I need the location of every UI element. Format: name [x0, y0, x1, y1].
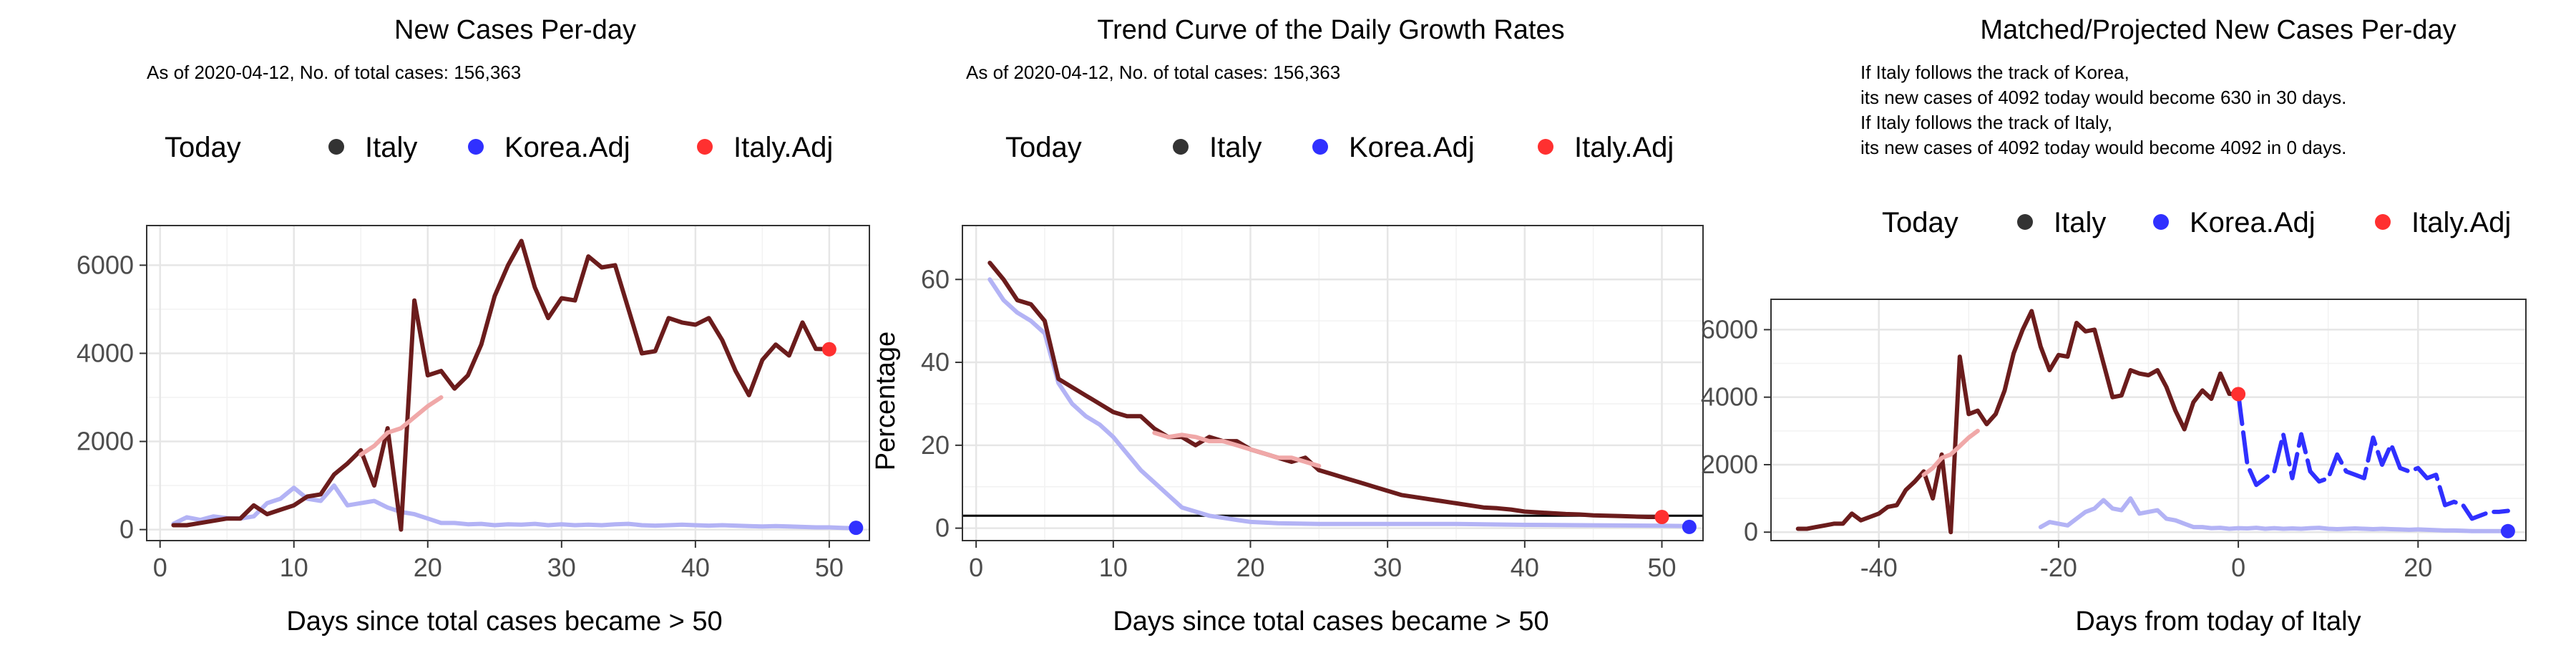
x-tick-label: 20: [2404, 553, 2432, 582]
legend-key: [1173, 139, 1189, 155]
y-tick-label: 0: [935, 513, 950, 543]
legend-label: Korea.Adj: [1349, 132, 1475, 163]
x-tick-label: 10: [280, 553, 308, 582]
x-tick-label: 0: [2231, 553, 2245, 582]
legend: Today Italy Korea.Adj Italy.Adj: [1882, 207, 2511, 238]
legend-label: Italy: [365, 132, 417, 163]
y-tick-label: 4000: [77, 338, 134, 367]
legend-key: [328, 139, 344, 155]
legend-key: [1312, 139, 1328, 155]
x-tick-label: 30: [1373, 553, 1402, 582]
annotation-line: If Italy follows the track of Korea,: [1860, 62, 2129, 83]
x-tick-label: 0: [153, 553, 167, 582]
y-tick-label: 2000: [77, 427, 134, 456]
legend-key: [2153, 214, 2169, 230]
y-tick-label: 6000: [1701, 314, 1758, 344]
series-line-korea-adj-projected: [2236, 392, 2510, 521]
today-point-italy-adj: [821, 342, 836, 357]
panel-border: [146, 225, 870, 541]
legend-label: Italy.Adj: [2411, 207, 2511, 238]
x-tick-label: -40: [1860, 553, 1898, 582]
x-tick-label: 30: [547, 553, 576, 582]
y-tick-label: 20: [921, 430, 950, 460]
panel-growth-rates: Trend Curve of the Daily Growth Rates As…: [871, 15, 1704, 637]
x-tick-label: 50: [815, 553, 844, 582]
series-line-italy-adj: [1152, 430, 1322, 468]
x-tick-label: 20: [414, 553, 442, 582]
y-tick-label: 40: [921, 347, 950, 377]
today-point-korea-adj: [2500, 523, 2515, 538]
panel-title: New Cases Per-day: [394, 15, 636, 45]
y-tick-label: 6000: [77, 250, 134, 279]
today-point-italy-adj: [2231, 387, 2246, 402]
legend-key: [2017, 214, 2033, 230]
legend-key: [1538, 139, 1553, 155]
plot-area: -40 -20 0 20 0 2000 4000 6000: [1701, 299, 2527, 582]
x-axis-label: Days since total cases became > 50: [1113, 606, 1548, 637]
series-line-italy-adj: [358, 395, 444, 457]
x-tick-label: 40: [1511, 553, 1539, 582]
legend-title: Today: [1882, 207, 1958, 238]
legend-label: Italy.Adj: [733, 132, 833, 163]
panel-title: Matched/Projected New Cases Per-day: [1980, 15, 2456, 45]
legend-key: [697, 139, 713, 155]
y-tick-label: 0: [119, 515, 134, 544]
panel-new-cases: New Cases Per-day As of 2020-04-12, No. …: [77, 15, 870, 637]
series-line-italy: [171, 238, 831, 532]
x-tick-label: 10: [1099, 553, 1128, 582]
x-tick-label: 0: [969, 553, 983, 582]
x-axis-label: Days from today of Italy: [2075, 606, 2361, 637]
x-tick-label: -20: [2040, 553, 2077, 582]
series-line-italy: [1795, 309, 2241, 535]
annotation-line: its new cases of 4092 today would become…: [1860, 137, 2346, 158]
y-tick-label: 2000: [1701, 450, 1758, 479]
y-tick-label: 4000: [1701, 382, 1758, 412]
x-tick-label: 40: [681, 553, 710, 582]
panel-title: Trend Curve of the Daily Growth Rates: [1097, 15, 1564, 45]
y-tick-label: 60: [921, 264, 950, 294]
legend-label: Korea.Adj: [2190, 207, 2316, 238]
panel-subtitle: As of 2020-04-12, No. of total cases: 15…: [147, 62, 521, 83]
legend: Today Italy Korea.Adj Italy.Adj: [165, 132, 833, 163]
legend-title: Today: [165, 132, 241, 163]
legend-label: Italy: [2054, 207, 2106, 238]
y-tick-label: 0: [1744, 517, 1758, 546]
series-line-italy-adj: [1921, 428, 1980, 478]
panel-subtitle: As of 2020-04-12, No. of total cases: 15…: [966, 62, 1340, 83]
series-line-italy: [987, 261, 1664, 519]
legend-key: [468, 139, 484, 155]
legend-label: Italy: [1209, 132, 1262, 163]
panel-matched-projected: Matched/Projected New Cases Per-day If I…: [1701, 15, 2527, 637]
today-point-korea-adj: [849, 521, 864, 536]
panel-border: [1770, 299, 2527, 541]
legend-key: [2375, 214, 2391, 230]
annotation-line: its new cases of 4092 today would become…: [1860, 87, 2346, 108]
annotation-line: If Italy follows the track of Italy,: [1860, 112, 2112, 133]
y-axis-label: Percentage: [871, 332, 901, 470]
x-tick-label: 50: [1647, 553, 1676, 582]
legend: Today Italy Korea.Adj Italy.Adj: [1005, 132, 1674, 163]
legend-label: Italy.Adj: [1574, 132, 1674, 163]
plot-area: 0 10 20 30 40 50 0 2000 4000 6000: [77, 225, 870, 582]
series-line-korea-adj: [2038, 496, 2510, 533]
legend-title: Today: [1005, 132, 1082, 163]
series-line-korea-adj: [171, 483, 859, 531]
x-axis-label: Days since total cases became > 50: [286, 606, 722, 637]
x-tick-label: 20: [1236, 553, 1264, 582]
today-point-korea-adj: [1682, 519, 1697, 534]
panel-border: [962, 225, 1704, 541]
plot-area: 0 10 20 30 40 50 0 20 40 60: [921, 225, 1704, 582]
today-point-italy-adj: [1654, 510, 1669, 524]
legend-label: Korea.Adj: [504, 132, 630, 163]
